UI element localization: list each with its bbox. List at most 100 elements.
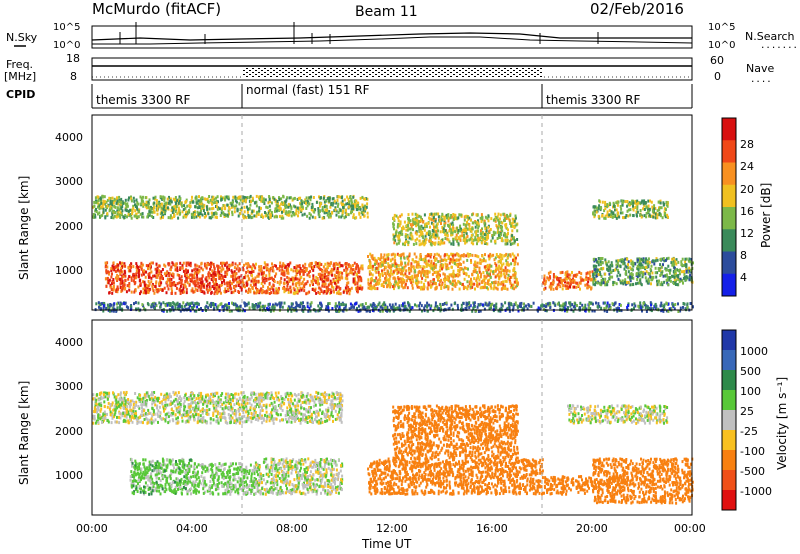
- scatter-cell: [142, 272, 145, 276]
- scatter-cell: [297, 281, 300, 284]
- scatter-cell: [145, 264, 148, 268]
- scatter-cell: [498, 277, 501, 281]
- scatter-cell: [545, 302, 548, 306]
- scatter-cell: [617, 271, 620, 274]
- scatter-cell: [181, 263, 184, 267]
- scatter-cell: [401, 226, 403, 230]
- scatter-cell: [673, 262, 676, 266]
- scatter-cell: [301, 202, 304, 206]
- scatter-cell: [259, 301, 262, 305]
- scatter-cell: [462, 254, 465, 258]
- scatter-cell: [235, 204, 238, 208]
- scatter-cell: [350, 306, 353, 309]
- scatter-cell: [416, 213, 419, 217]
- scatter-cell: [381, 269, 383, 273]
- scatter-cell: [652, 215, 655, 219]
- scatter-cell: [168, 303, 171, 307]
- scatter-cell: [678, 280, 681, 284]
- scatter-cell: [493, 239, 496, 243]
- scatter-cell: [167, 287, 170, 291]
- scatter-cell: [321, 269, 324, 273]
- scatter-cell: [460, 267, 463, 271]
- scatter-cell: [484, 285, 487, 289]
- scatter-cell: [192, 290, 195, 294]
- scatter-cell: [290, 278, 293, 282]
- scatter-cell: [102, 199, 105, 203]
- power-scatter: [92, 194, 694, 313]
- scatter-cell: [494, 241, 497, 245]
- scatter-cell: [395, 282, 398, 286]
- scatter-cell: [420, 287, 422, 291]
- scatter-cell: [475, 233, 478, 237]
- scatter-cell: [132, 279, 135, 283]
- scatter-cell: [516, 229, 519, 233]
- scatter-cell: [334, 208, 337, 212]
- scatter-cell: [112, 281, 115, 285]
- scatter-cell: [388, 303, 391, 307]
- scatter-cell: [385, 277, 388, 281]
- scatter-cell: [105, 261, 108, 265]
- scatter-cell: [400, 213, 403, 217]
- scatter-cell: [325, 267, 328, 271]
- scatter-cell: [402, 273, 405, 277]
- scatter-cell: [663, 259, 666, 263]
- scatter-cell: [287, 205, 290, 209]
- scatter-cell: [351, 204, 354, 208]
- scatter-cell: [629, 275, 632, 279]
- scatter-cell: [349, 264, 352, 268]
- scatter-cell: [629, 273, 632, 277]
- scatter-cell: [260, 272, 263, 276]
- scatter-cell: [151, 206, 154, 210]
- scatter-cell: [382, 256, 385, 260]
- scatter-cell: [676, 283, 679, 287]
- scatter-cell: [400, 283, 403, 287]
- scatter-cell: [636, 214, 638, 218]
- scatter-cell: [130, 278, 133, 282]
- scatter-cell: [314, 261, 317, 265]
- scatter-cell: [170, 265, 173, 269]
- scatter-cell: [462, 287, 465, 291]
- scatter-cell: [463, 277, 466, 281]
- scatter-cell: [366, 211, 369, 215]
- scatter-cell: [469, 304, 472, 308]
- scatter-cell: [221, 264, 224, 268]
- scatter-cell: [211, 214, 214, 218]
- scatter-cell: [355, 286, 357, 290]
- scatter-cell: [592, 205, 595, 209]
- scatter-cell: [275, 272, 278, 276]
- scatter-cell: [328, 196, 331, 200]
- scatter-cell: [267, 286, 269, 290]
- scatter-cell: [491, 236, 494, 240]
- scatter-cell: [208, 216, 211, 220]
- scatter-cell: [226, 272, 229, 276]
- scatter-cell: [352, 195, 355, 199]
- scatter-cell: [366, 215, 369, 219]
- scatter-cell: [608, 265, 610, 269]
- scatter-cell: [232, 195, 235, 199]
- scatter-cell: [213, 201, 216, 205]
- scatter-cell: [178, 199, 181, 203]
- scatter-cell: [175, 201, 177, 205]
- scatter-cell: [664, 215, 667, 219]
- scatter-cell: [471, 285, 474, 289]
- scatter-cell: [452, 242, 455, 246]
- scatter-cell: [137, 265, 140, 269]
- scatter-cell: [286, 284, 289, 288]
- scatter-cell: [283, 278, 286, 282]
- scatter-cell: [472, 301, 475, 305]
- scatter-cell: [599, 260, 602, 264]
- scatter-cell: [609, 275, 612, 279]
- scatter-cell: [196, 273, 198, 277]
- scatter-cell: [635, 272, 638, 276]
- scatter-cell: [684, 260, 687, 264]
- scatter-cell: [279, 261, 282, 265]
- scatter-cell: [480, 259, 483, 263]
- scatter-cell: [179, 266, 182, 270]
- scatter-cell: [152, 274, 154, 278]
- scatter-cell: [287, 271, 290, 275]
- scatter-cell: [443, 285, 446, 289]
- scatter-cell: [567, 273, 570, 277]
- scatter-cell: [647, 277, 650, 281]
- scatter-cell: [200, 204, 203, 208]
- scatter-cell: [221, 261, 224, 265]
